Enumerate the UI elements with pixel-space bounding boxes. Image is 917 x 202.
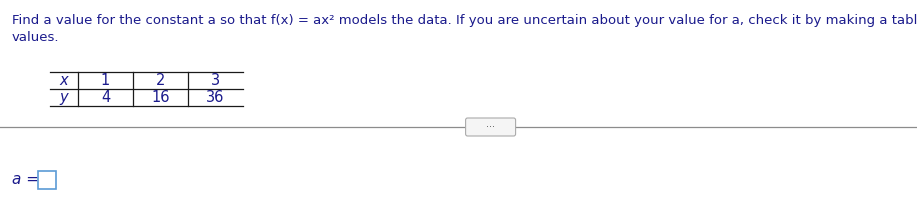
FancyBboxPatch shape (38, 171, 56, 189)
Text: 36: 36 (206, 90, 225, 105)
Text: a =: a = (12, 173, 39, 187)
Text: y: y (60, 90, 68, 105)
Text: 4: 4 (101, 90, 110, 105)
Text: 16: 16 (151, 90, 170, 105)
Text: 3: 3 (211, 73, 220, 88)
Text: ···: ··· (486, 122, 495, 132)
Text: 2: 2 (156, 73, 165, 88)
Text: 1: 1 (101, 73, 110, 88)
FancyBboxPatch shape (466, 118, 515, 136)
Text: x: x (60, 73, 68, 88)
Text: values.: values. (12, 31, 60, 44)
Text: Find a value for the constant a so that f(x) = ax² models the data. If you are u: Find a value for the constant a so that … (12, 14, 917, 27)
